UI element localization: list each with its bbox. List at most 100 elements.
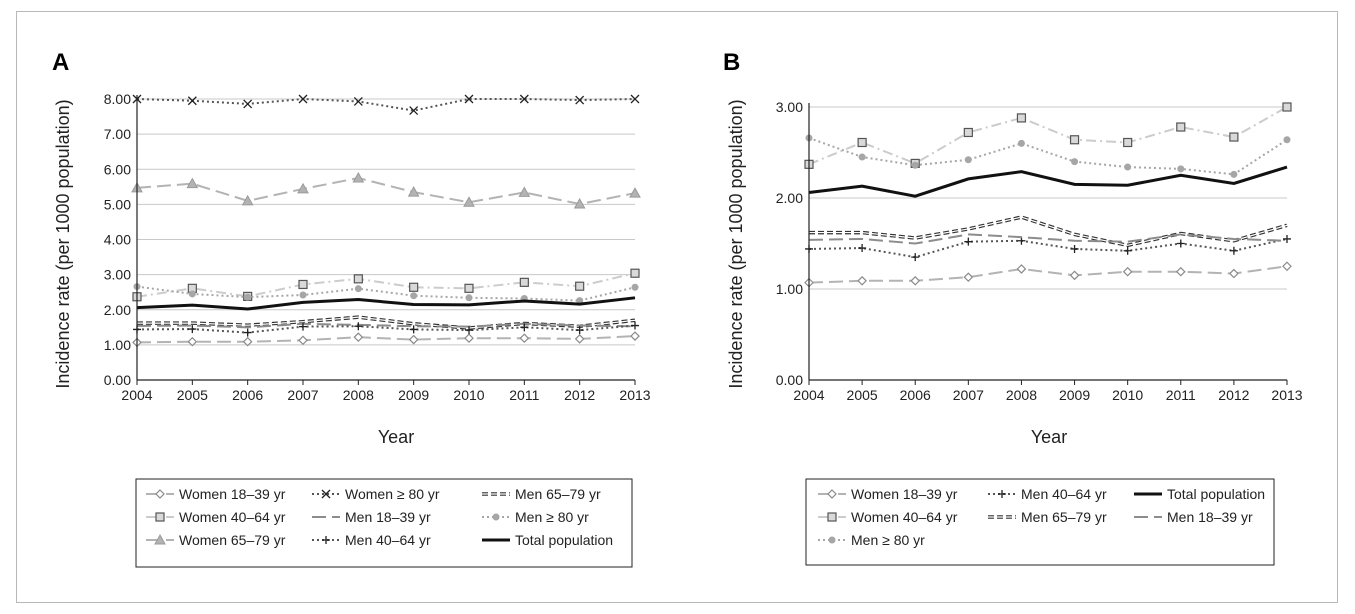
panel-b-point-men-40-64-yr bbox=[1176, 239, 1185, 248]
panel-b-legend-marker-men-ge-80-yr bbox=[828, 536, 836, 544]
panel-b-x-tick-label: 2010 bbox=[1112, 387, 1143, 403]
panel-a-point-women-40-64-yr bbox=[409, 282, 419, 292]
panel-b-legend-label-women-18-39-yr: Women 18–39 yr bbox=[851, 486, 958, 502]
panel-b-point-men-ge-80-yr bbox=[1071, 158, 1079, 166]
panel-a-point-men-40-64-yr bbox=[409, 325, 418, 334]
panel-a-point-women-65-79-yr bbox=[241, 194, 254, 206]
panel-b-point-women-40-64-yr bbox=[857, 137, 867, 148]
panel-a-x-tick-label: 2010 bbox=[453, 387, 484, 403]
panel-a-series-men-65-79-yr bbox=[137, 315, 636, 330]
panel-b-legend-item-men-40-64-yr: Men 40–64 yr bbox=[988, 486, 1107, 502]
panel-a-legend-label-women-ge-80-yr: Women ≥ 80 yr bbox=[345, 486, 440, 502]
panel-a-point-men-ge-80-yr bbox=[244, 293, 252, 301]
panel-b-point-men-ge-80-yr bbox=[1230, 170, 1238, 178]
panel-b-x-axis-title: Year bbox=[1031, 427, 1067, 447]
panel-a-line-women-65-79-yr bbox=[136, 177, 636, 206]
panel-a-legend-label-women-65-79-yr: Women 65–79 yr bbox=[179, 532, 286, 548]
panel-a-legend: Women 18–39 yr Women ≥ 80 yr Men 65–79 yr W… bbox=[146, 486, 613, 548]
panel-b-series-women-18-39-yr bbox=[804, 261, 1292, 288]
panel-b-line-total-population bbox=[808, 165, 1288, 198]
panel-a-x-tick-label: 2012 bbox=[564, 387, 595, 403]
panel-b-y-tick-label: 1.00 bbox=[776, 281, 803, 297]
panel-a-point-women-18-39-yr bbox=[242, 336, 253, 347]
panel-a-point-women-65-79-yr bbox=[352, 172, 365, 183]
panel-b-series-men-18-39-yr bbox=[808, 233, 1288, 245]
panel-b-x-tick-label: 2004 bbox=[793, 387, 824, 403]
panel-a-point-men-40-64-yr bbox=[575, 326, 584, 335]
panel-a-legend-label-men-18-39-yr: Men 18–39 yr bbox=[345, 509, 431, 525]
panel-a-x-tick-label: 2011 bbox=[509, 387, 539, 403]
panel-b-point-men-ge-80-yr bbox=[911, 161, 919, 169]
panel-a-point-women-40-64-yr bbox=[630, 268, 640, 278]
panel-a-legend-item-women-40-64-yr: Women 40–64 yr bbox=[146, 509, 286, 525]
panel-a-point-men-ge-80-yr bbox=[354, 285, 362, 293]
panel-a-x-tick-label: 2007 bbox=[287, 387, 318, 403]
panel-a-point-men-40-64-yr bbox=[520, 323, 529, 332]
panel-a-line-women-40-64-yr bbox=[136, 272, 636, 298]
panel-a-point-men-40-64-yr bbox=[243, 328, 252, 337]
panel-a-y-tick-label: 6.00 bbox=[104, 161, 131, 177]
panel-a-point-women-ge-80-yr bbox=[187, 96, 197, 106]
panel-a-point-women-65-79-yr bbox=[186, 177, 199, 189]
panel-a-legend-marker-women-18-39-yr bbox=[155, 489, 165, 499]
panel-b-y-tick-label: 3.00 bbox=[776, 99, 803, 115]
panel-a-point-women-ge-80-yr bbox=[519, 94, 529, 104]
panel-a-legend-item-men-40-64-yr: Men 40–64 yr bbox=[312, 532, 431, 548]
panel-a-point-women-18-39-yr bbox=[353, 332, 364, 342]
panel-a-legend-label-men-ge-80-yr: Men ≥ 80 yr bbox=[515, 509, 589, 525]
panel-a-legend-label-men-65-79-yr: Men 65–79 yr bbox=[515, 486, 601, 502]
panel-a-point-men-40-64-yr bbox=[465, 326, 473, 335]
panel-a-legend-item-men-18-39-yr: Men 18–39 yr bbox=[312, 509, 431, 525]
panel-b-series-total-population bbox=[808, 165, 1288, 198]
panel-a-point-women-ge-80-yr bbox=[409, 106, 419, 116]
panel-b-legend-label-women-40-64-yr: Women 40–64 yr bbox=[851, 509, 958, 525]
panel-b-x-tick-label: 2013 bbox=[1271, 387, 1302, 403]
panel-a-point-men-40-64-yr bbox=[354, 322, 363, 331]
panel-a-y-tick-label: 2.00 bbox=[104, 302, 131, 318]
panel-a-series-total-population bbox=[136, 296, 636, 311]
panel-a-point-women-18-39-yr bbox=[630, 331, 640, 341]
panel-b-point-women-40-64-yr bbox=[1069, 135, 1080, 145]
panel-a-point-women-65-79-yr bbox=[463, 196, 475, 207]
panel-b-legend-label-men-ge-80-yr: Men ≥ 80 yr bbox=[851, 532, 925, 548]
panel-a-line-men-18-39-yr bbox=[136, 322, 636, 329]
panel-a-point-women-40-64-yr bbox=[464, 283, 474, 293]
panel-a-y-tick-label: 0.00 bbox=[104, 372, 131, 388]
panel-a-y-tick-label: 3.00 bbox=[104, 267, 131, 283]
panel-a-point-women-ge-80-yr bbox=[464, 94, 474, 104]
panel-a-point-women-ge-80-yr bbox=[298, 94, 308, 104]
panel-b-series bbox=[804, 102, 1292, 288]
panel-b-x-tick-label: 2011 bbox=[1166, 387, 1196, 403]
panel-a-legend-item-men-ge-80-yr: Men ≥ 80 yr bbox=[482, 509, 589, 525]
panel-a-line-total-population bbox=[136, 296, 636, 311]
panel-a-y-tick-label: 5.00 bbox=[104, 196, 131, 212]
panel-b-axes: 0.00 1.00 2.00 3.00 2004 2005 2006 2007 2008 2009… bbox=[776, 99, 1303, 403]
panel-b-line-men-ge-80-yr bbox=[808, 136, 1288, 176]
panel-b-point-men-40-64-yr bbox=[964, 237, 973, 246]
panel-b-point-women-40-64-yr bbox=[1016, 113, 1027, 123]
panel-b-point-women-40-64-yr bbox=[1229, 132, 1239, 142]
panel-b-legend-marker-women-40-64-yr bbox=[827, 512, 837, 522]
panel-a-legend-marker-men-40-64-yr bbox=[322, 536, 330, 544]
panel-a-legend-item-total-population: Total population bbox=[482, 532, 613, 548]
panel-b-grid bbox=[809, 106, 1287, 290]
panel-b-series-men-ge-80-yr bbox=[805, 134, 1291, 178]
panel-b-y-tick-label: 2.00 bbox=[776, 190, 803, 206]
panel-b-label: B bbox=[723, 49, 740, 76]
panel-a-point-women-18-39-yr bbox=[519, 333, 530, 344]
panel-b-point-men-40-64-yr bbox=[858, 244, 867, 253]
panel-a-series-men-40-64-yr bbox=[133, 321, 639, 337]
panel-a-point-women-18-39-yr bbox=[187, 336, 198, 347]
panel-a-line-men-65-79-yr-inner bbox=[137, 316, 636, 329]
panel-b-point-women-18-39-yr bbox=[910, 275, 921, 286]
figure-frame bbox=[16, 11, 1338, 603]
panel-a-point-men-ge-80-yr bbox=[631, 283, 639, 291]
panel-b-point-men-40-64-yr bbox=[1123, 246, 1132, 255]
panel-a-series-women-65-79-yr bbox=[131, 172, 641, 209]
panel-a-point-men-ge-80-yr bbox=[410, 292, 418, 300]
panel-a-grid bbox=[137, 98, 635, 346]
panel-b-series-women-40-64-yr bbox=[804, 102, 1292, 169]
panel-b-point-men-ge-80-yr bbox=[1017, 139, 1025, 147]
panel-b-point-men-ge-80-yr bbox=[1177, 165, 1185, 173]
panel-a-point-women-ge-80-yr bbox=[353, 96, 363, 106]
